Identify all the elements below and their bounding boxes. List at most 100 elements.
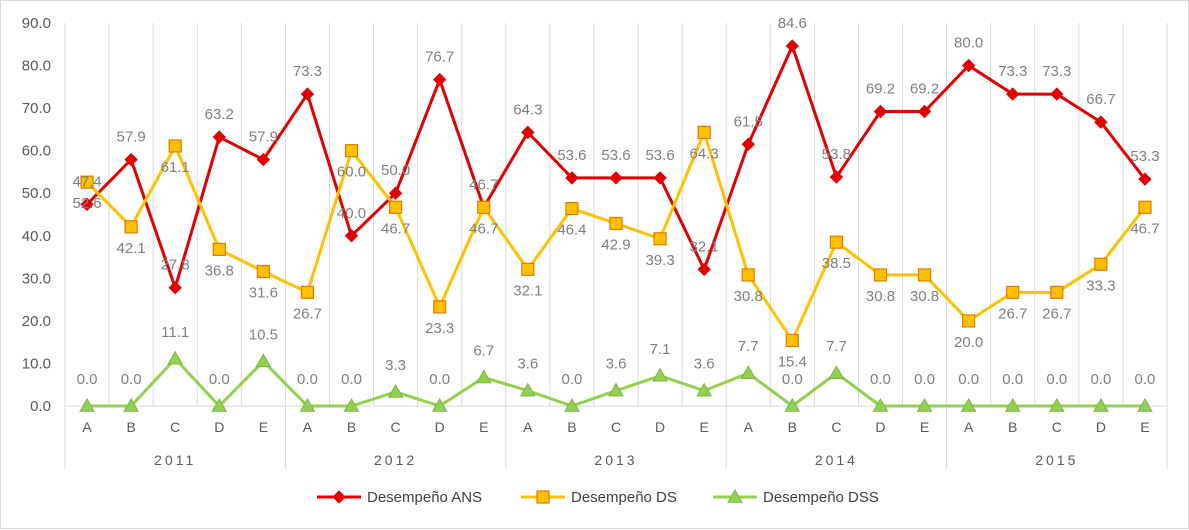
- data-label-1: 32.1: [690, 238, 719, 255]
- data-label-1: 40.0: [337, 205, 366, 222]
- data-point-2: [962, 314, 976, 328]
- data-point-2: [521, 262, 535, 276]
- data-label-3: 0.0: [1046, 371, 1067, 388]
- data-label-3: 7.7: [826, 338, 847, 355]
- data-point-2: [212, 242, 226, 256]
- x-group-label: 2013: [594, 452, 637, 468]
- x-category-label: D: [214, 419, 224, 435]
- x-category-label: B: [347, 419, 356, 435]
- x-category-label: B: [126, 419, 135, 435]
- data-label-3: 11.1: [161, 324, 189, 341]
- x-category-label: D: [435, 419, 445, 435]
- data-point-3: [872, 397, 889, 412]
- data-point-1: [521, 125, 535, 140]
- data-label-3: 0.0: [1135, 371, 1156, 388]
- data-label-1: 47.4: [72, 173, 101, 190]
- data-label-1: 66.7: [1086, 91, 1115, 108]
- x-category-label: A: [82, 419, 92, 435]
- data-point-1: [168, 280, 182, 295]
- data-label-2: 39.3: [645, 252, 674, 269]
- data-label-3: 3.3: [385, 357, 406, 374]
- data-label-3: 0.0: [429, 371, 450, 388]
- data-label-1: 46.7: [469, 176, 498, 193]
- data-label-1: 80.0: [954, 35, 983, 52]
- data-point-3: [652, 367, 668, 382]
- y-tick-label: 70.0: [22, 100, 51, 117]
- data-point-3: [1004, 397, 1021, 412]
- data-label-1: 53.6: [557, 147, 586, 164]
- data-label-1: 73.3: [998, 63, 1027, 80]
- y-tick-label: 90.0: [22, 15, 51, 32]
- x-category-label: A: [744, 419, 754, 435]
- y-tick-label: 20.0: [22, 313, 51, 330]
- x-group-label: 2014: [815, 452, 858, 468]
- data-point-1: [1094, 115, 1108, 129]
- x-category-label: B: [567, 419, 576, 435]
- data-label-2: 64.3: [690, 145, 719, 162]
- y-tick-label: 0.0: [30, 398, 51, 415]
- legend-swatch-marker: [727, 488, 743, 503]
- data-point-1: [741, 137, 755, 151]
- data-point-3: [784, 397, 801, 412]
- data-point-1: [653, 171, 667, 185]
- data-point-2: [1094, 257, 1108, 271]
- data-point-2: [433, 300, 447, 314]
- data-label-1: 69.2: [866, 81, 895, 98]
- data-label-2: 33.3: [1086, 277, 1115, 294]
- data-label-3: 10.5: [249, 326, 278, 343]
- data-label-3: 6.7: [473, 342, 494, 359]
- data-point-2: [917, 268, 932, 282]
- x-category-label: E: [699, 419, 708, 435]
- y-tick-label: 40.0: [22, 228, 51, 245]
- data-label-3: 0.0: [1090, 371, 1111, 388]
- data-point-2: [697, 125, 711, 139]
- data-label-3: 0.0: [341, 371, 362, 388]
- data-label-2: 46.7: [469, 220, 498, 237]
- data-label-1: 57.9: [117, 129, 146, 146]
- data-point-3: [740, 365, 757, 379]
- data-label-3: 0.0: [77, 371, 98, 388]
- x-group-label: 2011: [154, 452, 196, 468]
- data-point-1: [565, 171, 579, 185]
- data-label-3: 0.0: [958, 371, 979, 388]
- data-label-1: 57.9: [249, 129, 278, 146]
- data-point-2: [829, 235, 844, 249]
- data-label-3: 0.0: [782, 371, 803, 388]
- data-label-2: 26.7: [1042, 305, 1071, 322]
- data-label-2: 23.3: [425, 320, 454, 337]
- x-category-label: A: [964, 419, 974, 435]
- data-point-2: [653, 232, 667, 246]
- data-point-1: [344, 229, 359, 243]
- data-label-2: 42.9: [601, 236, 630, 253]
- data-point-2: [1138, 200, 1152, 214]
- data-point-3: [343, 397, 360, 412]
- x-category-label: C: [1052, 419, 1062, 435]
- data-point-2: [168, 139, 182, 153]
- y-tick-label: 50.0: [22, 185, 51, 202]
- data-point-1: [212, 130, 226, 144]
- data-point-3: [608, 382, 624, 397]
- data-label-2: 26.7: [998, 305, 1027, 322]
- data-point-3: [123, 397, 139, 412]
- legend-label: Desempeño ANS: [367, 489, 482, 506]
- data-point-1: [388, 186, 403, 200]
- data-label-1: 50.0: [381, 162, 410, 179]
- x-category-label: A: [303, 419, 313, 435]
- data-point-2: [256, 264, 270, 279]
- legend: Desempeño ANS Desempeño DS Desempeño DSS: [317, 488, 879, 506]
- y-tick-label: 60.0: [22, 143, 51, 160]
- data-label-2: 32.1: [513, 282, 542, 299]
- data-label-1: 53.6: [645, 147, 674, 164]
- data-point-3: [431, 397, 448, 412]
- data-point-2: [873, 268, 888, 282]
- data-label-1: 61.5: [734, 113, 763, 130]
- x-category-label: C: [611, 419, 621, 435]
- data-point-2: [785, 333, 799, 348]
- data-point-3: [387, 383, 404, 398]
- data-label-1: 64.3: [513, 101, 542, 118]
- data-point-1: [256, 152, 271, 167]
- data-point-1: [1006, 87, 1020, 101]
- data-label-3: 7.1: [650, 341, 671, 358]
